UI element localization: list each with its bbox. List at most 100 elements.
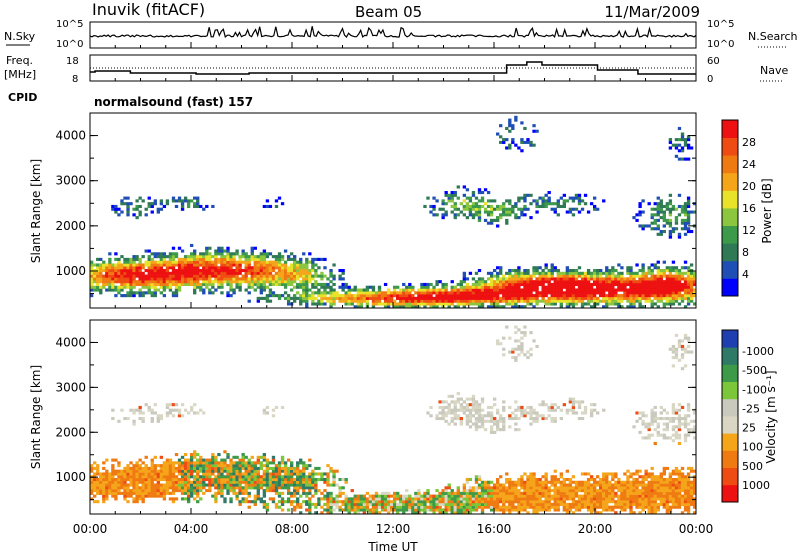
data-cell — [620, 277, 623, 280]
data-cell — [302, 484, 305, 487]
data-cell — [102, 286, 105, 289]
data-cell — [560, 280, 563, 283]
data-cell — [114, 470, 117, 473]
data-cell — [172, 489, 175, 492]
data-cell — [238, 486, 241, 489]
data-cell — [208, 484, 211, 487]
data-cell — [402, 495, 405, 498]
data-cell — [551, 503, 554, 506]
data-cell — [405, 302, 408, 305]
data-cell — [466, 286, 469, 289]
data-cell — [617, 280, 620, 283]
data-cell — [435, 417, 438, 420]
data-cell — [517, 277, 520, 280]
data-cell — [126, 495, 129, 498]
data-cell — [535, 345, 538, 348]
data-cell — [511, 294, 514, 297]
data-cell — [214, 275, 217, 278]
data-cell — [445, 406, 448, 409]
data-cell — [360, 497, 363, 500]
data-cell — [484, 286, 487, 289]
data-cell — [378, 289, 381, 292]
data-cell — [245, 478, 248, 481]
data-cell — [429, 414, 432, 417]
data-cell — [217, 252, 220, 255]
data-cell — [517, 197, 520, 200]
data-cell — [281, 470, 284, 473]
data-cell — [102, 280, 105, 283]
data-cell — [502, 497, 505, 500]
data-cell — [193, 289, 196, 292]
data-cell — [560, 272, 563, 275]
data-cell — [496, 283, 499, 286]
data-cell — [545, 506, 548, 509]
data-cell — [611, 275, 614, 278]
data-cell — [135, 205, 138, 208]
data-cell — [487, 497, 490, 500]
data-cell — [617, 297, 620, 300]
data-cell — [484, 486, 487, 489]
data-cell — [129, 478, 132, 481]
data-cell — [657, 269, 660, 272]
data-cell — [493, 269, 496, 272]
data-cell — [375, 503, 378, 506]
data-cell — [245, 258, 248, 261]
data-cell — [620, 266, 623, 269]
data-cell — [278, 467, 281, 470]
data-cell — [111, 269, 114, 272]
data-cell — [329, 275, 332, 278]
data-cell — [160, 269, 163, 272]
data-cell — [163, 478, 166, 481]
data-cell — [190, 283, 193, 286]
data-cell — [475, 294, 478, 297]
data-cell — [572, 208, 575, 211]
data-cell — [599, 486, 602, 489]
data-cell — [120, 277, 123, 280]
data-cell — [423, 291, 426, 294]
data-cell — [175, 489, 178, 492]
data-cell — [499, 272, 502, 275]
data-cell — [599, 283, 602, 286]
data-cell — [166, 461, 169, 464]
data-cell — [145, 456, 148, 459]
data-cell — [526, 283, 529, 286]
data-cell — [569, 492, 572, 495]
data-cell — [508, 492, 511, 495]
data-cell — [332, 297, 335, 300]
data-cell — [263, 263, 266, 266]
data-cell — [460, 286, 463, 289]
data-cell — [138, 467, 141, 470]
data-cell — [120, 486, 123, 489]
data-cell — [123, 492, 126, 495]
data-cell — [120, 475, 123, 478]
data-cell — [117, 280, 120, 283]
data-cell — [432, 300, 435, 303]
data-cell — [505, 219, 508, 222]
data-cell — [220, 277, 223, 280]
data-cell — [290, 263, 293, 266]
data-cell — [532, 475, 535, 478]
data-cell — [102, 484, 105, 487]
data-cell — [390, 294, 393, 297]
data-cell — [345, 297, 348, 300]
data-cell — [132, 261, 135, 264]
data-cell — [260, 283, 263, 286]
data-cell — [114, 252, 117, 255]
data-cell — [284, 500, 287, 503]
data-cell — [423, 286, 426, 289]
data-cell — [135, 475, 138, 478]
data-cell — [114, 481, 117, 484]
data-cell — [187, 497, 190, 500]
data-cell — [457, 417, 460, 420]
data-cell — [635, 300, 638, 303]
data-cell — [602, 508, 605, 511]
data-cell — [657, 233, 660, 236]
data-cell — [305, 258, 308, 261]
data-cell — [338, 300, 341, 303]
data-cell — [172, 472, 175, 475]
data-cell — [496, 277, 499, 280]
data-cell — [557, 280, 560, 283]
data-cell — [266, 464, 269, 467]
data-cell — [563, 506, 566, 509]
data-cell — [248, 461, 251, 464]
